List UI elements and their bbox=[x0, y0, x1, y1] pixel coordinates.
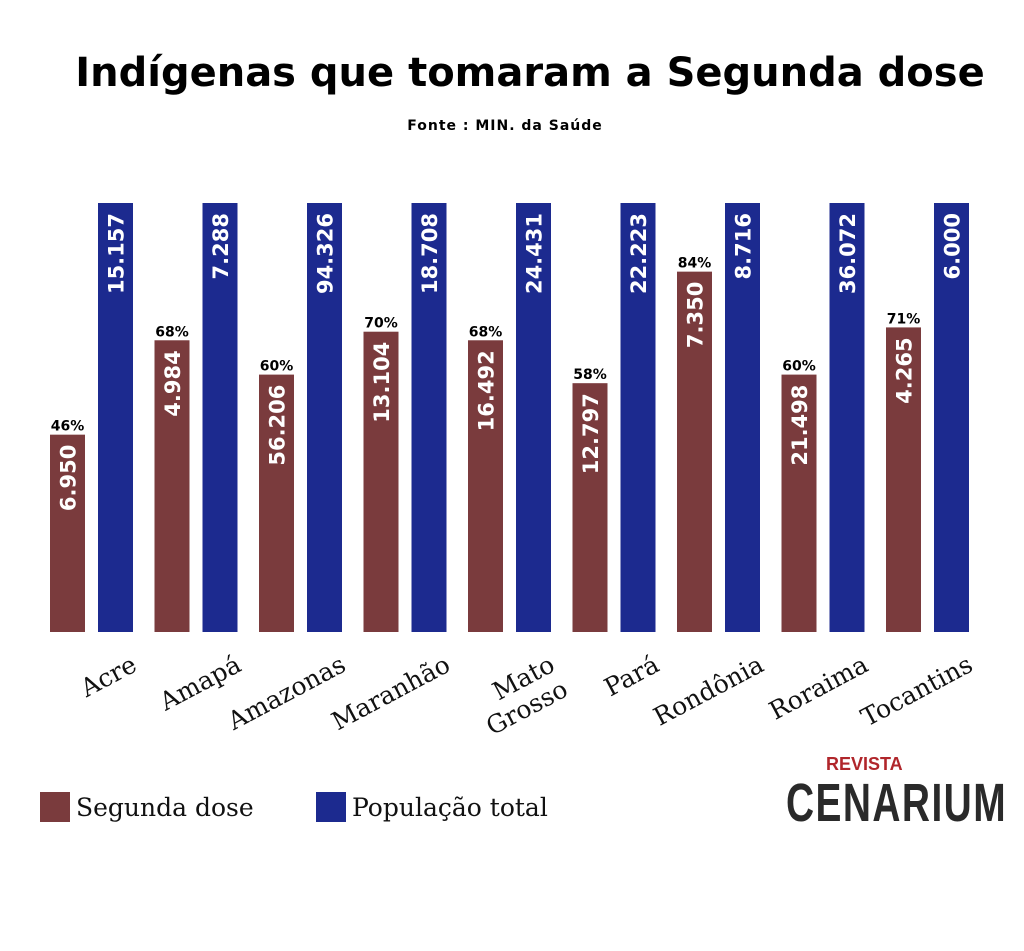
legend-swatch bbox=[40, 792, 70, 822]
bar-populacao-total bbox=[202, 203, 238, 632]
bar-populacao-total bbox=[98, 203, 133, 632]
percent-label: 60% bbox=[782, 359, 816, 375]
legend-item-segunda-dose: Segunda dose bbox=[40, 792, 254, 822]
value-label-populacao-total: 8.716 bbox=[732, 213, 756, 279]
bar-segunda-dose bbox=[886, 327, 921, 632]
category-label: Tocantins bbox=[856, 650, 977, 733]
bar-populacao-total bbox=[307, 203, 342, 632]
category-label: Pará bbox=[600, 650, 664, 703]
bar-populacao-total bbox=[516, 203, 551, 632]
value-label-segunda-dose: 13.104 bbox=[370, 342, 394, 423]
value-label-segunda-dose: 7.350 bbox=[684, 282, 708, 348]
bar-segunda-dose bbox=[468, 340, 503, 632]
value-label-segunda-dose: 21.498 bbox=[788, 385, 812, 466]
value-label-segunda-dose: 12.797 bbox=[579, 393, 603, 474]
value-label-populacao-total: 18.708 bbox=[418, 213, 442, 294]
category-label: Maranhão bbox=[327, 650, 455, 736]
legend-label: População total bbox=[352, 792, 548, 822]
bar-segunda-dose bbox=[363, 331, 399, 632]
value-label-populacao-total: 36.072 bbox=[836, 213, 860, 294]
logo-main: CENARIUM bbox=[786, 773, 1008, 833]
value-label-segunda-dose: 4.984 bbox=[161, 350, 185, 416]
bar-segunda-dose bbox=[572, 383, 608, 632]
bar-segunda-dose bbox=[259, 374, 294, 632]
value-label-segunda-dose: 16.492 bbox=[475, 350, 499, 431]
legend-item-populacao-total: População total bbox=[316, 792, 548, 822]
bar-populacao-total bbox=[411, 203, 447, 632]
percent-label: 84% bbox=[678, 256, 712, 272]
value-label-populacao-total: 15.157 bbox=[105, 213, 129, 294]
chart-source: Fonte : MIN. da Saúde bbox=[407, 118, 603, 134]
category-label: Roraima bbox=[765, 650, 873, 726]
percent-label: 68% bbox=[469, 324, 503, 340]
bar-segunda-dose bbox=[677, 271, 712, 632]
value-label-segunda-dose: 4.265 bbox=[893, 337, 917, 403]
legend-swatch bbox=[316, 792, 346, 822]
bar-populacao-total bbox=[934, 203, 969, 632]
category-label: MatoGrosso bbox=[468, 650, 572, 741]
percent-label: 71% bbox=[887, 311, 921, 327]
value-label-populacao-total: 6.000 bbox=[941, 213, 965, 279]
value-label-populacao-total: 24.431 bbox=[523, 213, 547, 294]
category-label: Rondônia bbox=[649, 650, 769, 732]
value-label-populacao-total: 94.326 bbox=[314, 213, 338, 294]
category-label: Acre bbox=[75, 650, 141, 704]
bar-segunda-dose bbox=[781, 374, 817, 632]
value-label-segunda-dose: 56.206 bbox=[266, 385, 290, 466]
logo-top: REVISTA bbox=[826, 754, 903, 774]
category-label: Amazonas bbox=[222, 650, 350, 737]
value-label-populacao-total: 22.223 bbox=[627, 213, 651, 294]
value-label-populacao-total: 7.288 bbox=[209, 213, 233, 279]
bar-populacao-total bbox=[725, 203, 760, 632]
value-label-segunda-dose: 6.950 bbox=[57, 445, 81, 511]
revista-cenarium-logo: REVISTA CENARIUM bbox=[786, 754, 1024, 834]
percent-label: 58% bbox=[573, 367, 607, 383]
bar-segunda-dose bbox=[50, 434, 85, 632]
percent-label: 70% bbox=[364, 316, 398, 332]
percent-label: 60% bbox=[260, 359, 294, 375]
legend-label: Segunda dose bbox=[76, 792, 254, 822]
percent-label: 46% bbox=[51, 419, 85, 435]
bar-populacao-total bbox=[829, 203, 865, 632]
bar-populacao-total bbox=[620, 203, 656, 632]
bar-segunda-dose bbox=[154, 340, 190, 632]
chart-title: Indígenas que tomaram a Segunda dose bbox=[75, 50, 985, 96]
percent-label: 68% bbox=[155, 324, 189, 340]
